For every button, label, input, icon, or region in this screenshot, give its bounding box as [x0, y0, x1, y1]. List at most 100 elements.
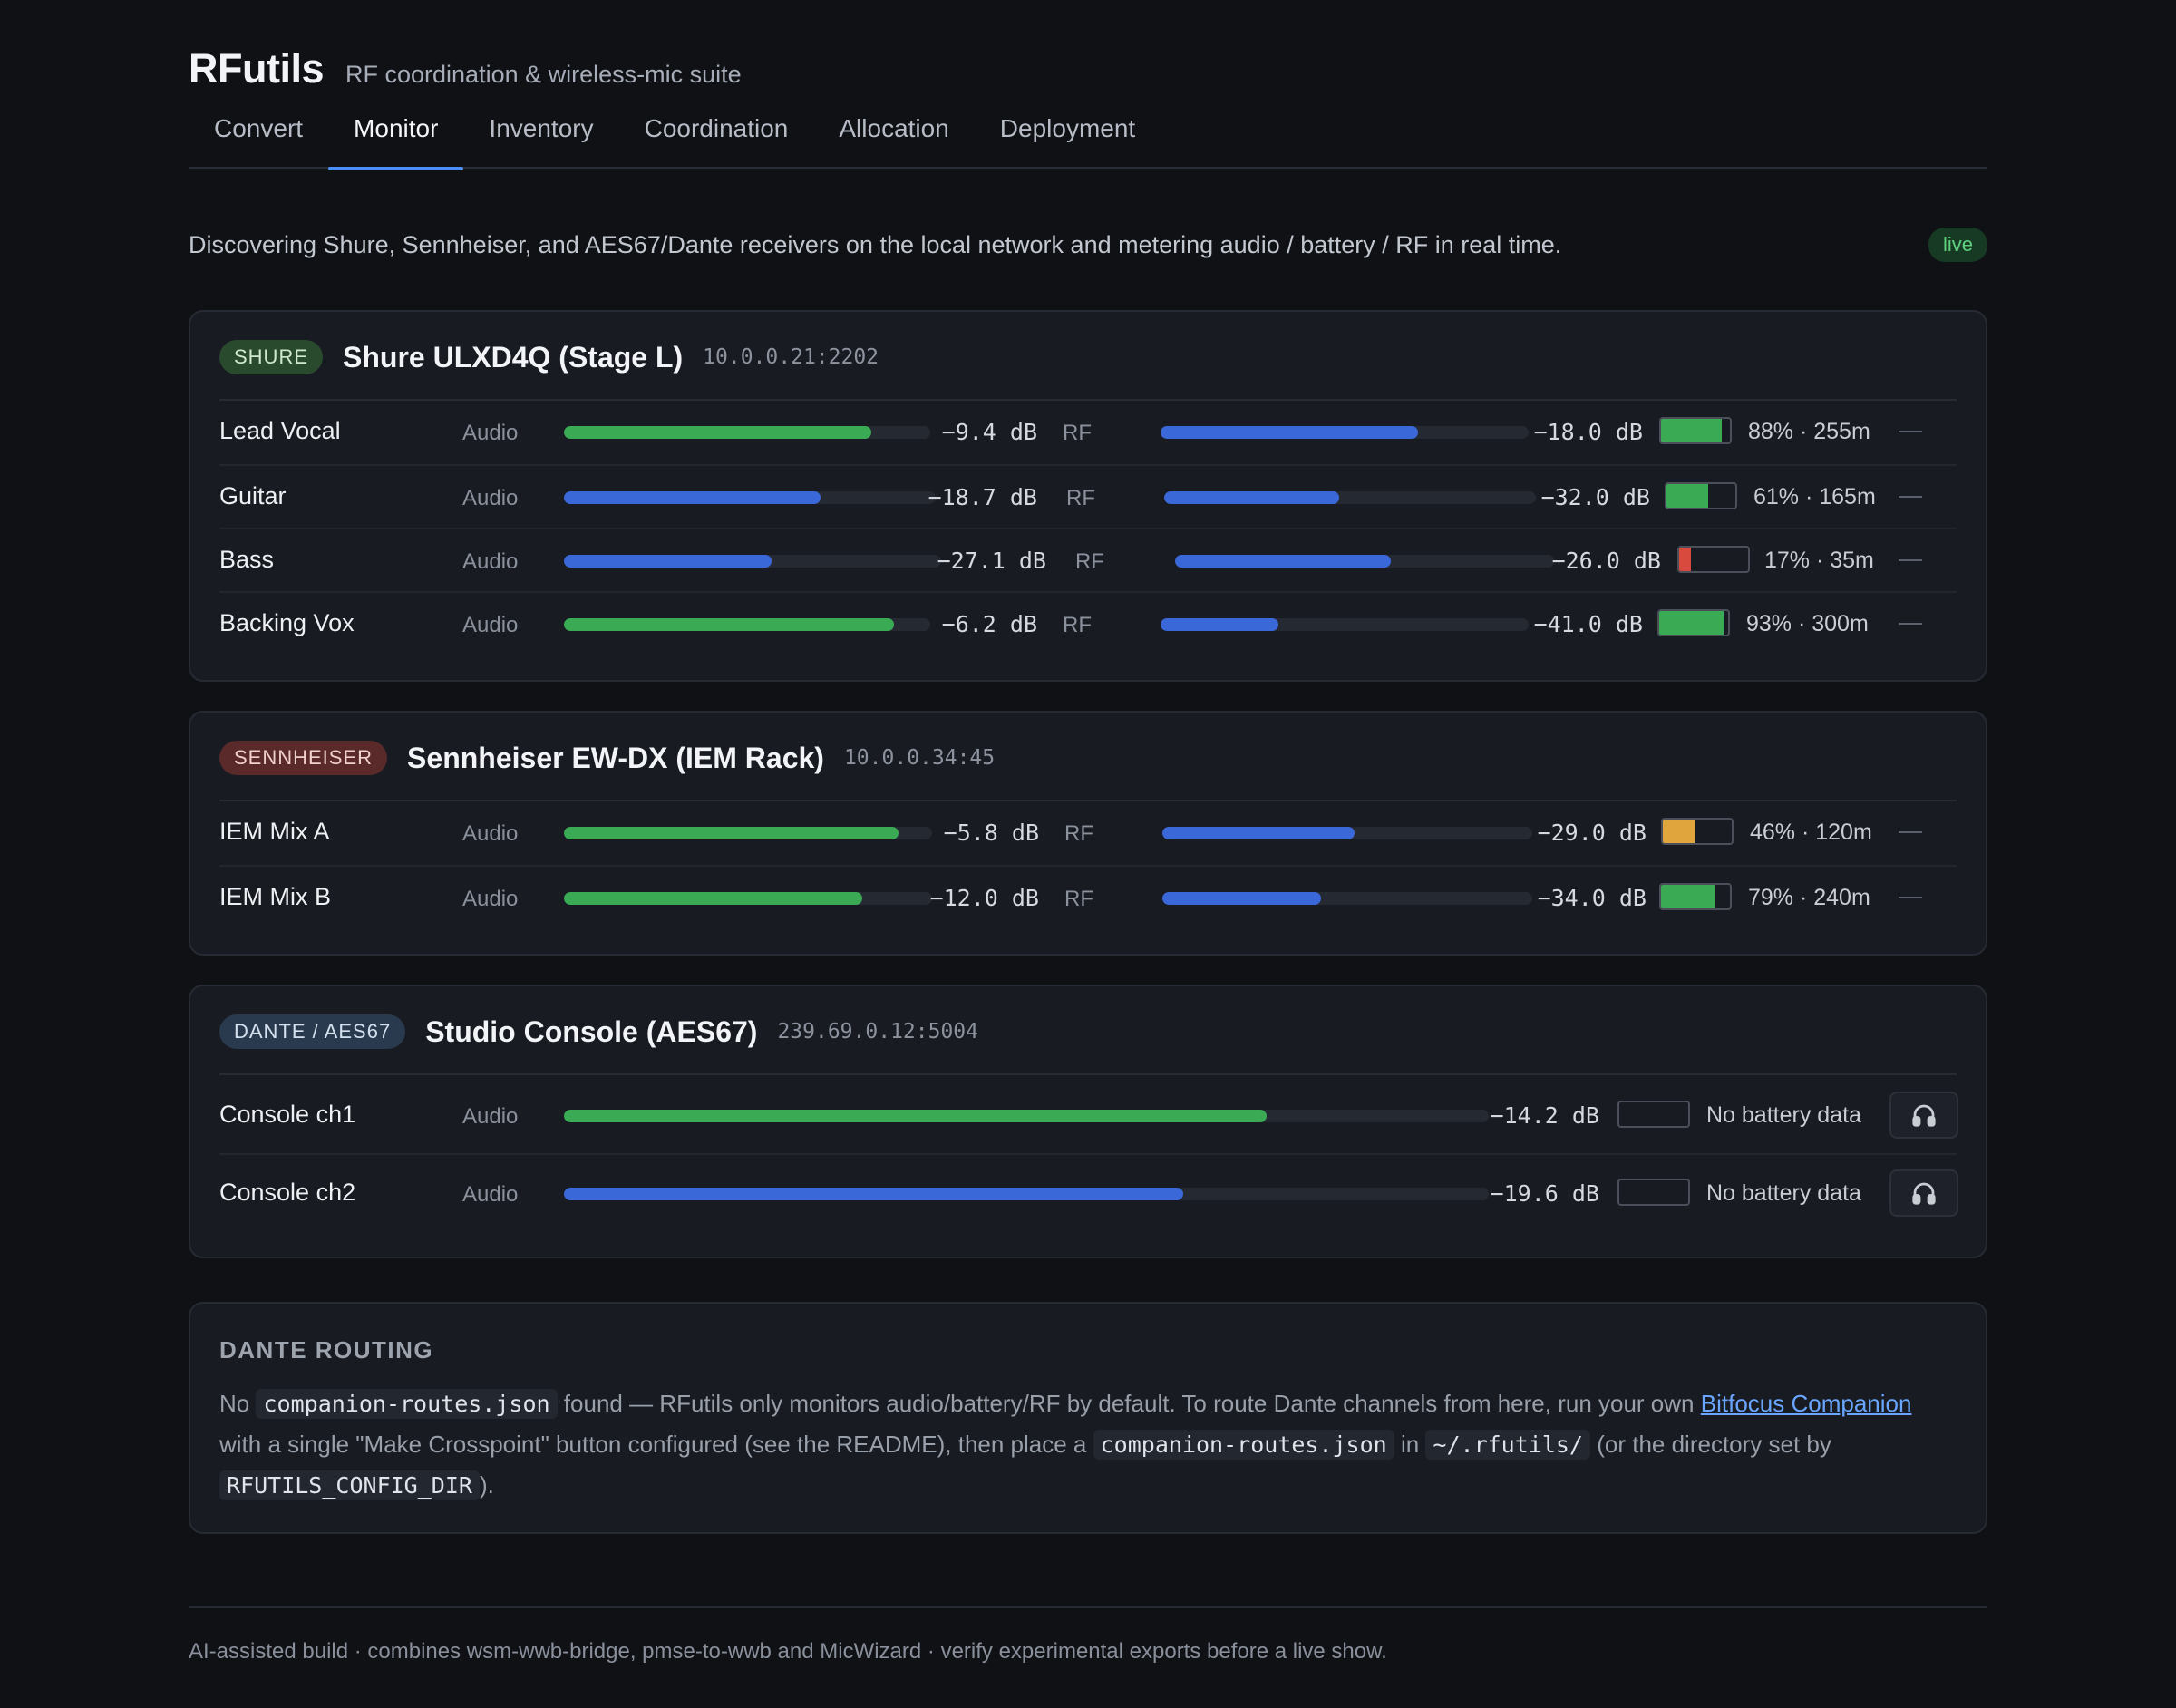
channel-name: Backing Vox — [219, 609, 355, 636]
battery-icon — [1659, 883, 1732, 910]
divider — [219, 800, 1957, 801]
audio-db: −19.6 dB — [1490, 1180, 1599, 1207]
device-name: Shure ULXD4Q (Stage L) — [343, 340, 684, 374]
device-card-sennheiser: SENNHEISER Sennheiser EW-DX (IEM Rack) 1… — [189, 711, 1987, 956]
audio-meter-fill — [564, 555, 772, 568]
audio-db: −27.1 dB — [937, 548, 1046, 574]
routing-title: DANTE ROUTING — [219, 1336, 434, 1363]
tab-coordination[interactable]: Coordination — [644, 114, 789, 142]
tab-convert[interactable]: Convert — [214, 114, 304, 142]
companion-link[interactable]: Bitfocus Companion — [1700, 1390, 1912, 1417]
routing-text: No — [219, 1390, 250, 1417]
device-address: 239.69.0.12:5004 — [777, 1020, 978, 1043]
channel-row: Console ch1 Audio −14.2 dB No battery da… — [219, 1077, 1958, 1153]
channel-row: Lead Vocal Audio −9.4 dB RF −18.0 dB 88%… — [219, 401, 1957, 464]
rf-meter — [1161, 426, 1529, 439]
rf-meter-fill — [1161, 618, 1278, 631]
battery-icon — [1665, 482, 1737, 509]
rf-db: −41.0 dB — [1533, 611, 1643, 637]
device-card-dante: DANTE / AES67 Studio Console (AES67) 239… — [189, 985, 1987, 1258]
audio-db: −9.4 dB — [941, 419, 1037, 445]
tab-monitor[interactable]: Monitor — [328, 107, 464, 170]
rf-meter-fill — [1161, 426, 1419, 439]
rf-label: RF — [1064, 821, 1093, 846]
listen-button[interactable] — [1889, 1169, 1958, 1217]
audio-meter-fill — [564, 892, 862, 905]
rf-label: RF — [1075, 549, 1104, 574]
code-snippet: companion-routes.json — [1093, 1430, 1394, 1460]
tab-inventory[interactable]: Inventory — [489, 114, 594, 142]
audio-label: Audio — [462, 1182, 519, 1207]
rf-db: −34.0 dB — [1537, 885, 1647, 911]
listen-button[interactable] — [1889, 1092, 1958, 1139]
rf-meter — [1162, 892, 1532, 905]
device-header: SENNHEISER Sennheiser EW-DX (IEM Rack) 1… — [219, 740, 995, 776]
audio-label: Audio — [462, 821, 519, 846]
audio-db: −18.7 dB — [928, 484, 1037, 510]
battery-text: 17% · 35m — [1764, 548, 1874, 573]
rf-meter-fill — [1175, 555, 1392, 568]
device-address: 10.0.0.34:45 — [843, 746, 996, 770]
rf-label: RF — [1066, 486, 1095, 510]
device-card-shure: SHURE Shure ULXD4Q (Stage L) 10.0.0.21:2… — [189, 310, 1987, 682]
routing-text: (or the directory set by — [1597, 1431, 1831, 1458]
audio-meter — [564, 426, 930, 439]
audio-label: Audio — [462, 421, 519, 445]
audio-db: −14.2 dB — [1490, 1102, 1599, 1129]
battery-text: No battery data — [1706, 1180, 1861, 1206]
audio-db: −6.2 dB — [941, 611, 1037, 637]
audio-meter-fill — [564, 618, 894, 631]
battery-fill — [1666, 484, 1709, 508]
device-address: 10.0.0.21:2202 — [703, 345, 879, 369]
channel-name: Guitar — [219, 482, 287, 509]
battery-text: No battery data — [1706, 1102, 1861, 1128]
status-badge: live — [1928, 228, 1987, 262]
device-header: DANTE / AES67 Studio Console (AES67) 239… — [219, 1014, 978, 1050]
battery-fill — [1661, 885, 1716, 908]
battery-icon — [1677, 546, 1750, 573]
audio-label: Audio — [462, 549, 519, 574]
battery-text: 88% · 255m — [1748, 419, 1870, 444]
dash-icon — [1899, 496, 1922, 498]
rf-meter — [1175, 555, 1554, 568]
tab-deployment[interactable]: Deployment — [999, 114, 1136, 142]
battery-icon — [1617, 1101, 1690, 1128]
dash-icon — [1899, 623, 1922, 625]
rf-meter-fill — [1162, 827, 1355, 839]
audio-meter — [564, 892, 932, 905]
channel-name: Bass — [219, 546, 275, 573]
audio-db: −12.0 dB — [929, 885, 1039, 911]
rf-meter — [1164, 491, 1536, 504]
battery-icon — [1659, 417, 1732, 444]
vendor-badge: SENNHEISER — [219, 741, 388, 775]
audio-meter — [564, 827, 932, 839]
battery-text: 93% · 300m — [1746, 611, 1869, 636]
channel-row: IEM Mix A Audio −5.8 dB RF −29.0 dB 46% … — [219, 801, 1957, 865]
divider — [219, 399, 1957, 401]
channel-row: Guitar Audio −18.7 dB RF −32.0 dB 61% · … — [219, 464, 1957, 528]
channel-row: IEM Mix B Audio −12.0 dB RF −34.0 dB 79%… — [219, 865, 1957, 928]
dash-icon — [1899, 897, 1922, 898]
audio-label: Audio — [462, 1104, 519, 1129]
vendor-badge: SHURE — [219, 340, 324, 374]
audio-meter — [564, 555, 941, 568]
channel-row: Backing Vox Audio −6.2 dB RF −41.0 dB 93… — [219, 591, 1957, 655]
battery-icon — [1657, 609, 1730, 636]
audio-meter-fill — [564, 1110, 1268, 1122]
routing-body: No companion-routes.json found — RFutils… — [219, 1383, 1957, 1506]
rf-db: −32.0 dB — [1540, 484, 1650, 510]
audio-label: Audio — [462, 486, 519, 510]
device-name: Studio Console (AES67) — [425, 1014, 758, 1048]
channel-name: IEM Mix A — [219, 818, 330, 845]
rf-db: −18.0 dB — [1533, 419, 1643, 445]
audio-meter — [564, 1110, 1489, 1122]
battery-icon — [1617, 1179, 1690, 1206]
tab-allocation[interactable]: Allocation — [839, 114, 949, 142]
rf-db: −29.0 dB — [1537, 820, 1647, 846]
audio-label: Audio — [462, 887, 519, 911]
battery-fill — [1659, 611, 1724, 635]
channel-name: Lead Vocal — [219, 417, 341, 444]
battery-text: 46% · 120m — [1750, 820, 1872, 845]
audio-meter-fill — [564, 1188, 1184, 1200]
battery-icon — [1661, 818, 1734, 845]
